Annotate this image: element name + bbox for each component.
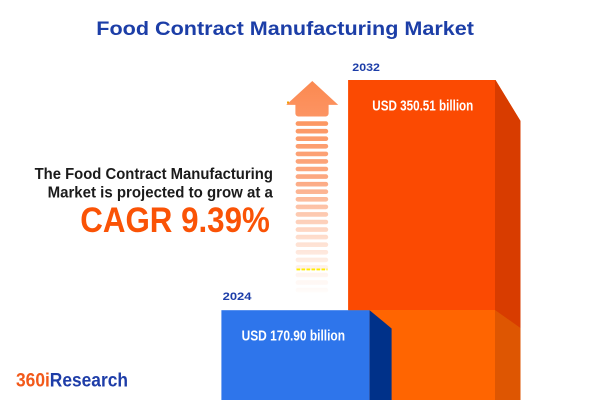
- svg-text:Market is projected to grow at: Market is projected to grow at a: [48, 185, 274, 202]
- svg-text:2024: 2024: [223, 291, 253, 303]
- svg-text:CAGR 9.39%: CAGR 9.39%: [80, 201, 270, 240]
- svg-text:USD 350.51 billion: USD 350.51 billion: [372, 98, 473, 114]
- svg-text:2032: 2032: [352, 62, 380, 74]
- svg-text:360iResearch: 360iResearch: [16, 371, 128, 392]
- svg-text:The Food Contract Manufacturin: The Food Contract Manufacturing: [35, 166, 273, 183]
- svg-text:USD 170.90 billion: USD 170.90 billion: [242, 328, 345, 344]
- svg-text:Food Contract Manufacturing Ma: Food Contract Manufacturing Market: [96, 18, 474, 40]
